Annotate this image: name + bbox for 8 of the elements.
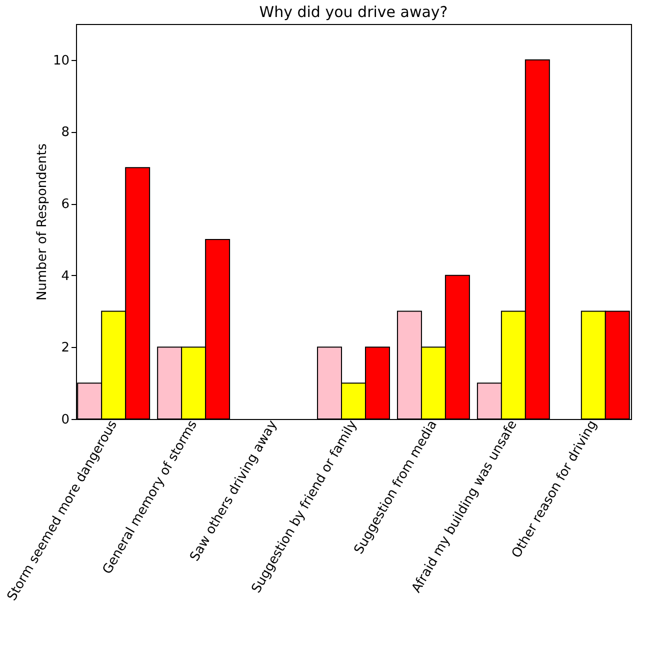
y-tick-label: 0 <box>61 412 70 428</box>
y-tick-label: 4 <box>61 268 70 284</box>
y-tick-label: 6 <box>61 197 70 212</box>
y-tick-label: 8 <box>61 125 70 140</box>
y-tick-label: 10 <box>52 53 70 68</box>
y-tick-label: 2 <box>61 340 70 356</box>
y-axis-title: Number of Respondents <box>34 143 50 301</box>
chart-title: Why did you drive away? <box>259 3 448 21</box>
